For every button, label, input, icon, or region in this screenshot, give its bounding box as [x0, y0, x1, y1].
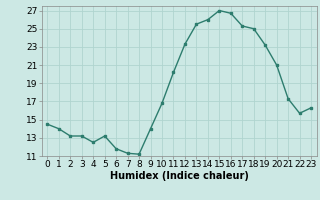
X-axis label: Humidex (Indice chaleur): Humidex (Indice chaleur) — [110, 171, 249, 181]
